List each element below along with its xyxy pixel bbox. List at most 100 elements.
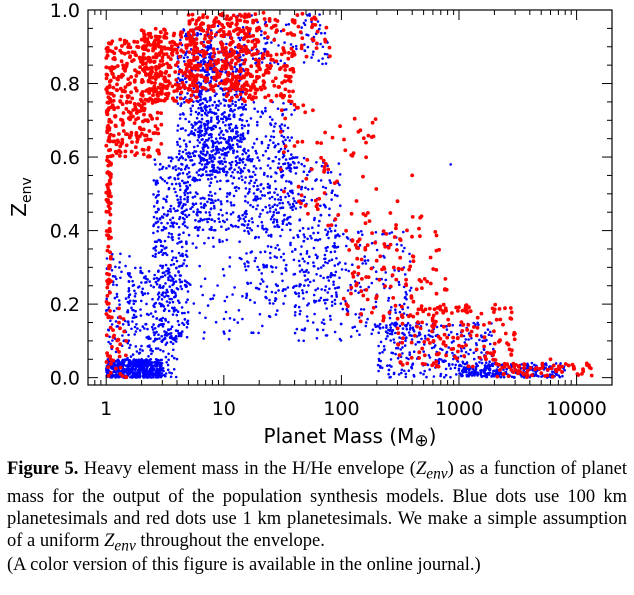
data-point: [166, 328, 170, 331]
data-point: [248, 93, 252, 98]
data-point: [185, 184, 188, 188]
data-point: [144, 73, 149, 77]
data-point: [221, 162, 224, 166]
data-point: [169, 340, 173, 344]
data-point: [224, 228, 228, 231]
data-point: [210, 225, 213, 229]
data-point: [250, 46, 255, 51]
data-point: [253, 79, 258, 84]
data-point: [479, 371, 482, 375]
data-point: [269, 175, 273, 178]
data-point: [167, 358, 170, 362]
data-point: [281, 112, 285, 116]
data-point: [231, 182, 234, 185]
data-point: [267, 18, 272, 23]
data-point: [120, 140, 125, 145]
data-point: [247, 219, 251, 223]
data-point: [203, 33, 208, 38]
data-point: [154, 74, 159, 78]
data-point: [117, 148, 121, 153]
data-point: [211, 165, 214, 169]
data-point: [146, 55, 151, 60]
data-point: [186, 298, 189, 302]
data-point: [296, 184, 301, 189]
data-point: [163, 334, 167, 337]
data-point: [157, 238, 160, 242]
data-point: [465, 373, 469, 377]
data-point: [210, 177, 213, 180]
data-point: [332, 280, 335, 284]
data-point: [186, 172, 189, 176]
data-point: [198, 311, 201, 315]
data-point: [161, 206, 165, 209]
data-point: [254, 149, 257, 153]
data-point: [327, 279, 331, 282]
data-point: [166, 221, 169, 225]
data-point: [379, 340, 383, 344]
data-point: [133, 333, 136, 336]
data-point: [142, 366, 146, 370]
data-point: [143, 327, 146, 330]
data-point: [335, 293, 338, 297]
data-point: [366, 259, 370, 262]
data-point: [272, 129, 275, 133]
data-point: [245, 296, 248, 300]
data-point: [301, 289, 304, 292]
data-point: [221, 30, 226, 34]
data-point: [237, 98, 241, 102]
data-point: [434, 248, 439, 253]
data-point: [142, 112, 146, 117]
data-point: [371, 305, 376, 310]
data-point: [303, 260, 306, 263]
data-point: [183, 311, 186, 315]
data-point: [273, 76, 278, 81]
data-point: [238, 256, 242, 260]
data-point: [242, 105, 246, 109]
data-point: [152, 43, 156, 48]
data-point: [179, 90, 184, 95]
data-point: [210, 135, 213, 139]
data-point: [116, 325, 120, 328]
data-point: [198, 155, 201, 158]
data-point: [375, 277, 379, 281]
data-point: [288, 157, 292, 161]
data-point: [394, 352, 397, 356]
data-point: [359, 285, 362, 289]
data-point: [204, 316, 207, 320]
data-point: [158, 302, 161, 305]
data-point: [402, 332, 405, 336]
data-point: [324, 298, 327, 302]
data-point: [153, 124, 158, 129]
data-point: [269, 64, 273, 68]
data-point: [430, 346, 434, 350]
data-point: [151, 254, 155, 258]
data-point: [128, 45, 133, 50]
data-point: [480, 375, 484, 379]
data-point: [194, 37, 199, 41]
data-point: [248, 34, 253, 39]
data-point: [119, 59, 124, 64]
data-point: [252, 101, 256, 104]
data-point: [250, 97, 255, 102]
data-point: [281, 206, 285, 209]
data-point: [126, 357, 129, 360]
data-point: [232, 149, 236, 152]
data-point: [109, 120, 114, 124]
data-point: [128, 346, 131, 350]
data-point: [248, 88, 253, 92]
data-point: [405, 293, 408, 296]
data-point: [282, 102, 285, 105]
data-point: [173, 187, 176, 191]
data-point: [358, 333, 361, 337]
data-point: [226, 22, 231, 27]
data-point: [234, 70, 238, 73]
data-point: [243, 137, 246, 140]
data-point: [183, 197, 186, 201]
data-point: [144, 275, 147, 278]
data-point: [168, 40, 173, 45]
data-point: [303, 110, 308, 115]
data-point: [380, 366, 384, 370]
data-point: [218, 170, 221, 174]
data-point: [115, 82, 119, 87]
data-point: [295, 140, 300, 144]
